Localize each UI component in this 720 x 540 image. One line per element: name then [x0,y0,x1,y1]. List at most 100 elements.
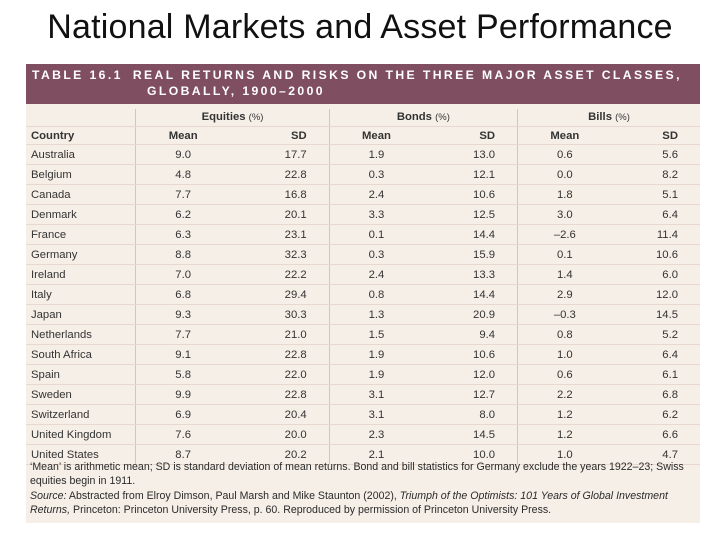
bo-mean-cell: 0.8 [328,284,424,305]
bo-mean-cell: 1.3 [328,304,424,325]
bo-sd-cell: 12.7 [423,384,518,405]
header-country: Country [26,126,136,145]
country-cell: Ireland [26,264,136,285]
country-cell: United States [26,444,136,465]
table-figure: TABLE 16.1 REAL RETURNS AND RISKS ON THE … [26,64,700,523]
eq-sd-cell: 22.8 [229,384,330,405]
group-header-bills: Bills (%) [517,109,700,127]
bo-mean-cell: 0.3 [328,244,424,265]
country-cell: Germany [26,244,136,265]
bo-mean-cell: 0.1 [328,224,424,245]
source-publisher: Princeton: Princeton University Press, p… [73,503,552,516]
country-cell: Japan [26,304,136,325]
eq-sd-cell: 22.2 [229,264,330,285]
bo-sd-cell: 13.0 [423,144,518,165]
bo-mean-cell: 0.3 [328,164,424,185]
eq-mean-cell: 6.2 [135,204,230,225]
country-cell: Australia [26,144,136,165]
bo-mean-cell: 1.9 [328,364,424,385]
eq-sd-cell: 20.2 [229,444,330,465]
bo-sd-cell: 12.1 [423,164,518,185]
country-cell: Italy [26,284,136,305]
bo-sd-cell: 10.6 [423,184,518,205]
bo-sd-cell: 13.3 [423,264,518,285]
table-note: ‘Mean’ is arithmetic mean; SD is standar… [30,461,684,487]
bo-sd-cell: 10.0 [423,444,518,465]
table-row: Germany 8.8 32.3 0.3 15.9 0.1 10.6 [26,244,700,265]
header-equities-sd: SD [229,126,330,145]
table-row: Switzerland 6.9 20.4 3.1 8.0 1.2 6.2 [26,404,700,425]
country-cell: South Africa [26,344,136,365]
country-cell: Belgium [26,164,136,185]
eq-mean-cell: 7.7 [135,324,230,345]
bi-sd-cell: 6.4 [611,344,700,365]
bi-mean-cell: 1.2 [517,404,612,425]
bi-mean-cell: 2.2 [517,384,612,405]
eq-mean-cell: 8.8 [135,244,230,265]
bo-sd-cell: 9.4 [423,324,518,345]
bo-mean-cell: 1.5 [328,324,424,345]
eq-mean-cell: 5.8 [135,364,230,385]
header-bonds-mean: Mean [328,126,424,145]
table-row: Ireland 7.0 22.2 2.4 13.3 1.4 6.0 [26,264,700,285]
bi-mean-cell: 3.0 [517,204,612,225]
eq-sd-cell: 20.4 [229,404,330,425]
bi-mean-cell: 0.8 [517,324,612,345]
bo-sd-cell: 20.9 [423,304,518,325]
bi-sd-cell: 10.6 [611,244,700,265]
table-row: Italy 6.8 29.4 0.8 14.4 2.9 12.0 [26,284,700,305]
table-row: Netherlands 7.7 21.0 1.5 9.4 0.8 5.2 [26,324,700,345]
bo-sd-cell: 14.5 [423,424,518,445]
eq-sd-cell: 30.3 [229,304,330,325]
bo-sd-cell: 15.9 [423,244,518,265]
eq-mean-cell: 7.0 [135,264,230,285]
bo-sd-cell: 10.6 [423,344,518,365]
table-number: TABLE 16.1 [32,68,123,82]
eq-sd-cell: 20.1 [229,204,330,225]
eq-sd-cell: 17.7 [229,144,330,165]
header-bonds-sd: SD [423,126,518,145]
table-row: Spain 5.8 22.0 1.9 12.0 0.6 6.1 [26,364,700,385]
bi-sd-cell: 8.2 [611,164,700,185]
header-blank [26,109,136,127]
eq-sd-cell: 20.0 [229,424,330,445]
bi-sd-cell: 6.4 [611,204,700,225]
table-row: South Africa 9.1 22.8 1.9 10.6 1.0 6.4 [26,344,700,365]
bi-sd-cell: 6.6 [611,424,700,445]
bo-mean-cell: 3.1 [328,404,424,425]
eq-mean-cell: 9.1 [135,344,230,365]
bo-mean-cell: 1.9 [328,344,424,365]
eq-mean-cell: 9.0 [135,144,230,165]
bi-mean-cell: 2.9 [517,284,612,305]
table-row: Sweden 9.9 22.8 3.1 12.7 2.2 6.8 [26,384,700,405]
source-book-title: Triumph of the Optimists: 101 Years of G… [30,490,668,516]
bo-mean-cell: 2.4 [328,264,424,285]
bi-mean-cell: 0.0 [517,164,612,185]
country-cell: United Kingdom [26,424,136,445]
bo-sd-cell: 8.0 [423,404,518,425]
bi-mean-cell: 1.4 [517,264,612,285]
country-cell: Netherlands [26,324,136,345]
group-header-bonds: Bonds (%) [328,109,518,127]
eq-sd-cell: 32.3 [229,244,330,265]
country-cell: Switzerland [26,404,136,425]
table-row: Denmark 6.2 20.1 3.3 12.5 3.0 6.4 [26,204,700,225]
group-header-equities: Equities (%) [135,109,330,127]
eq-sd-cell: 22.8 [229,164,330,185]
bo-sd-cell: 12.5 [423,204,518,225]
country-cell: Canada [26,184,136,205]
eq-mean-cell: 9.9 [135,384,230,405]
header-bills-sd: SD [611,126,700,145]
slide-title: National Markets and Asset Performance [47,8,673,46]
eq-mean-cell: 6.3 [135,224,230,245]
bo-mean-cell: 2.3 [328,424,424,445]
bi-sd-cell: 5.1 [611,184,700,205]
eq-mean-cell: 7.6 [135,424,230,445]
eq-sd-cell: 23.1 [229,224,330,245]
bi-mean-cell: 1.2 [517,424,612,445]
bo-mean-cell: 3.1 [328,384,424,405]
bi-sd-cell: 11.4 [611,224,700,245]
bi-sd-cell: 6.2 [611,404,700,425]
bi-sd-cell: 6.8 [611,384,700,405]
bi-mean-cell: 1.0 [517,344,612,365]
